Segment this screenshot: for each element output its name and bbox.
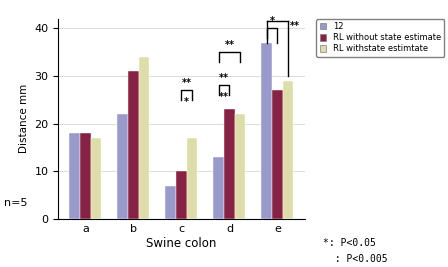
Text: *: P<0.05: *: P<0.05 [323,238,375,248]
Bar [213,157,224,219]
Bar [139,57,150,219]
Bar [128,71,139,219]
Bar [262,42,272,219]
Bar [165,186,176,219]
Text: **: ** [182,78,192,88]
Text: *: * [270,16,275,26]
Text: **: ** [224,40,234,50]
Bar [69,133,80,219]
Text: **: ** [290,21,300,31]
Legend: 12, RL without state estimate, RL withstate estimtate: 12, RL without state estimate, RL withst… [316,19,444,57]
Bar [187,138,198,219]
Bar [91,138,101,219]
Bar [80,133,91,219]
Bar [283,81,293,219]
Text: **: ** [219,92,229,102]
Bar [272,90,283,219]
X-axis label: Swine colon: Swine colon [146,237,217,250]
Bar [235,114,246,219]
Bar [176,171,187,219]
Text: n=5: n=5 [4,198,28,208]
Bar [117,114,128,219]
Bar [224,109,235,219]
Text: *: * [184,97,189,107]
Y-axis label: Distance mm: Distance mm [19,84,29,154]
Text: **: ** [219,73,229,83]
Text: : P<0.005: : P<0.005 [323,254,387,264]
